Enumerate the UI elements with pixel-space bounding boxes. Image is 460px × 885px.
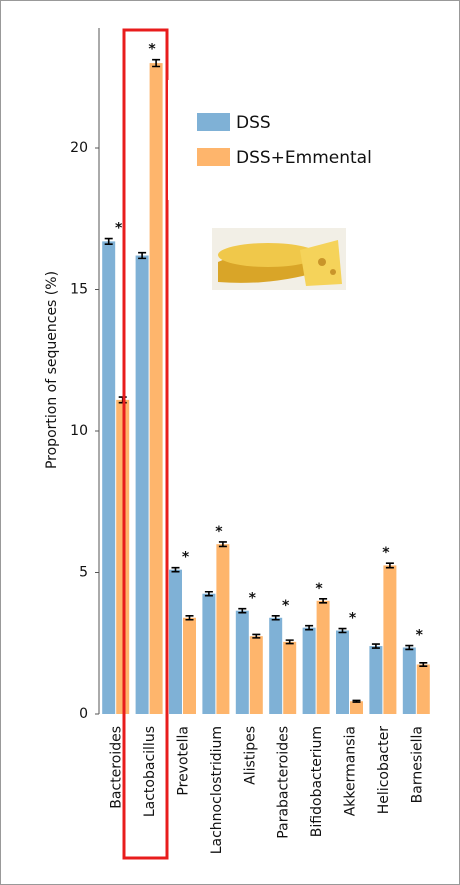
significance-mark: * [182, 550, 190, 566]
x-tick-label: Prevotella [176, 726, 192, 796]
x-tick-label: Alistipes [242, 726, 258, 785]
error-bar-line [104, 237, 113, 246]
x-tick-label: Bacteroides [109, 726, 125, 809]
error-bar-line [252, 633, 261, 639]
error-bar-line [185, 614, 194, 621]
bar [416, 664, 430, 714]
error-bar [405, 644, 414, 651]
error-bar [338, 627, 347, 634]
error-bar [218, 541, 227, 548]
bar [102, 241, 116, 714]
error-bar [152, 58, 161, 68]
error-bar [319, 598, 328, 604]
legend-label: DSS [236, 113, 271, 133]
significance-mark: * [349, 611, 357, 627]
error-bar-line [218, 541, 227, 548]
error-bar-line [305, 624, 314, 631]
x-tick-label: Lactobacillus [142, 726, 158, 817]
bar [350, 701, 363, 714]
error-bar-line [319, 598, 328, 604]
y-tick-label: 10 [70, 423, 88, 439]
bar [302, 627, 316, 714]
legend-label: DSS+Emmental [236, 148, 372, 168]
cheese-image [212, 228, 346, 290]
error-bar [285, 639, 294, 645]
significance-mark: * [148, 42, 156, 58]
bar [216, 544, 230, 714]
error-bar [385, 562, 394, 569]
bar [402, 647, 416, 714]
significance-mark: * [416, 628, 424, 644]
significance-mark: * [215, 524, 223, 540]
error-bar [185, 614, 194, 621]
bar [316, 600, 330, 714]
error-bar [271, 614, 280, 621]
significance-mark: * [249, 591, 257, 607]
significance-mark: * [382, 545, 390, 561]
error-bar-line [271, 614, 280, 621]
x-tick-label: Helicobacter [376, 726, 392, 814]
error-bar-line [352, 699, 361, 703]
x-tick-label: Bifidobacterium [309, 726, 325, 837]
bar [283, 641, 297, 714]
cheese-top [218, 243, 318, 267]
bar [149, 63, 163, 715]
error-bar [104, 237, 113, 246]
x-tick-label: Parabacteroides [276, 726, 292, 839]
error-bar [238, 607, 247, 614]
error-bar [371, 643, 380, 649]
error-bar [305, 624, 314, 631]
x-tick-label: Barnesiella [409, 726, 425, 803]
error-bar-line [371, 643, 380, 649]
bar [135, 255, 149, 715]
bar [235, 610, 249, 714]
significance-mark: * [315, 581, 323, 597]
y-tick-label: 15 [70, 282, 88, 298]
bar [249, 636, 263, 714]
error-bar [204, 590, 213, 597]
y-tick-label: 20 [70, 140, 88, 156]
legend-swatch [197, 148, 230, 166]
bar [202, 593, 216, 714]
error-bar-line [338, 627, 347, 634]
legend [168, 80, 408, 200]
bar [383, 565, 397, 714]
error-bar [352, 699, 361, 703]
error-bar-line [285, 639, 294, 645]
error-bar-line [238, 607, 247, 614]
error-bar-line [138, 251, 147, 260]
significance-mark: * [282, 598, 290, 614]
bar [169, 569, 182, 714]
cheese-hole [330, 269, 336, 275]
x-tick-label: Akkermansia [343, 726, 359, 816]
y-tick-label: 0 [79, 706, 88, 722]
legend-swatch [197, 113, 230, 131]
y-tick-label: 5 [79, 565, 88, 581]
bar [336, 630, 349, 714]
error-bar [138, 251, 147, 260]
error-bar [171, 566, 180, 573]
error-bar-line [171, 566, 180, 573]
bar [369, 646, 383, 714]
x-tick-label: Lachnoclostridium [209, 726, 225, 854]
bar [183, 617, 196, 714]
error-bar-line [385, 562, 394, 569]
significance-mark: * [115, 221, 123, 237]
plot: 0 5 10 15 20 * Bacteroides * Lactobacillus * Prevo… [70, 42, 430, 854]
error-bar-line [405, 644, 414, 651]
bar [269, 617, 283, 714]
cheese-hole [318, 258, 326, 266]
highlight-box [122, 28, 169, 860]
y-axis-label: Proportion of sequences (%) [44, 271, 60, 469]
legend-items: DSS DSS+Emmental [197, 113, 372, 168]
error-bar-line [152, 58, 161, 68]
error-bar [419, 661, 428, 667]
error-bar [252, 633, 261, 639]
error-bar-line [419, 661, 428, 667]
error-bar-line [204, 590, 213, 597]
